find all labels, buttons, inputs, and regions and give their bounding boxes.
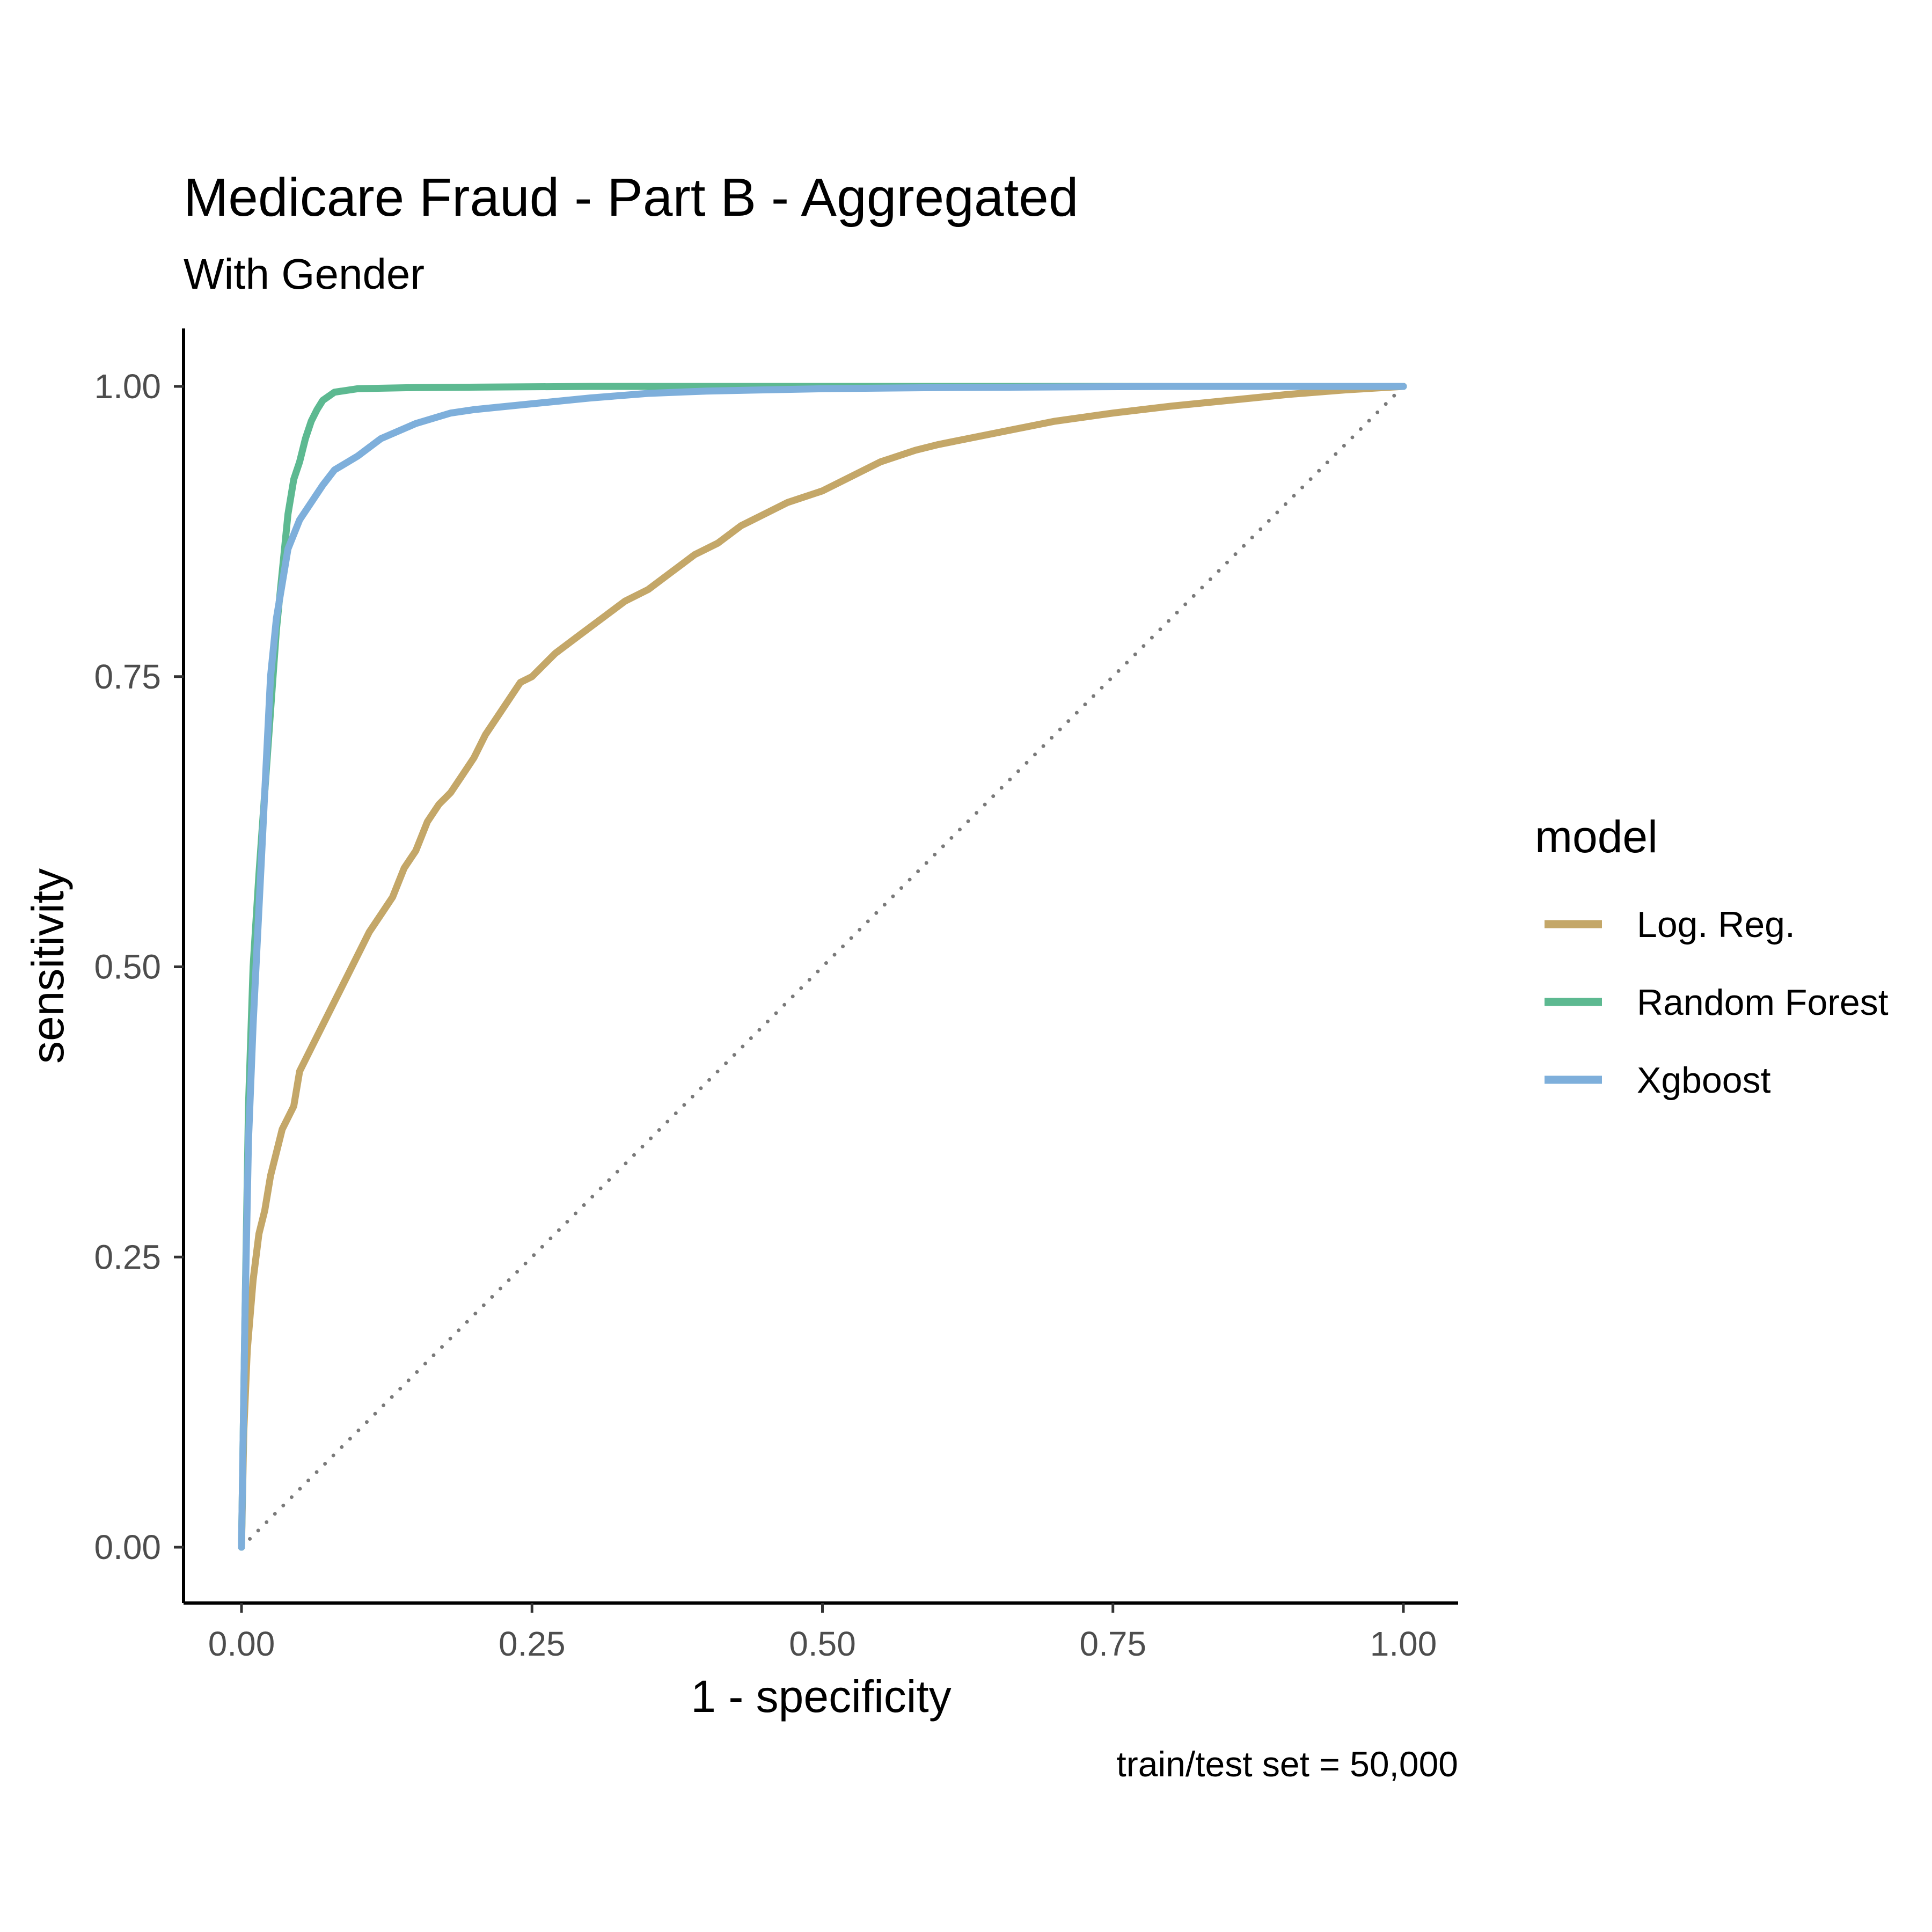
- series-line-2: [238, 383, 1407, 1551]
- chart-caption: train/test set = 50,000: [1116, 1744, 1458, 1784]
- x-tick-label: 0.00: [208, 1624, 275, 1663]
- chart-title: Medicare Fraud - Part B - Aggregated: [184, 167, 1078, 228]
- y-tick-label: 0.75: [94, 657, 161, 696]
- axes: [182, 328, 1458, 1605]
- x-tick-label: 0.50: [789, 1624, 856, 1663]
- x-axis-title: 1 - specificity: [691, 1671, 951, 1722]
- legend: model Log. Reg. Random Forest Xgboost: [1535, 811, 1889, 1101]
- y-tick-label: 0.50: [94, 948, 161, 986]
- x-tick-label: 1.00: [1370, 1624, 1437, 1663]
- y-tick-label: 0.25: [94, 1238, 161, 1276]
- chart-subtitle: With Gender: [184, 250, 425, 298]
- y-tick-label: 1.00: [94, 367, 161, 406]
- series-layer: [238, 383, 1407, 1551]
- ticks: 0.00 0.25 0.50 0.75 1.00 0.00 0.25 0.50 0.75 1.00: [94, 367, 1437, 1663]
- legend-items: Log. Reg. Random Forest Xgboost: [1545, 904, 1889, 1101]
- series-line-0: [238, 383, 1407, 1551]
- legend-label-1: Random Forest: [1637, 982, 1889, 1023]
- legend-title: model: [1535, 811, 1658, 862]
- legend-label-0: Log. Reg.: [1637, 904, 1795, 945]
- y-tick-label: 0.00: [94, 1528, 161, 1567]
- legend-label-2: Xgboost: [1637, 1060, 1771, 1101]
- x-tick-label: 0.75: [1079, 1624, 1146, 1663]
- y-axis-title: sensitivity: [23, 868, 73, 1064]
- reference-line-layer: [239, 384, 1406, 1549]
- x-tick-label: 0.25: [499, 1624, 566, 1663]
- reference-diagonal-line: [239, 384, 1406, 1549]
